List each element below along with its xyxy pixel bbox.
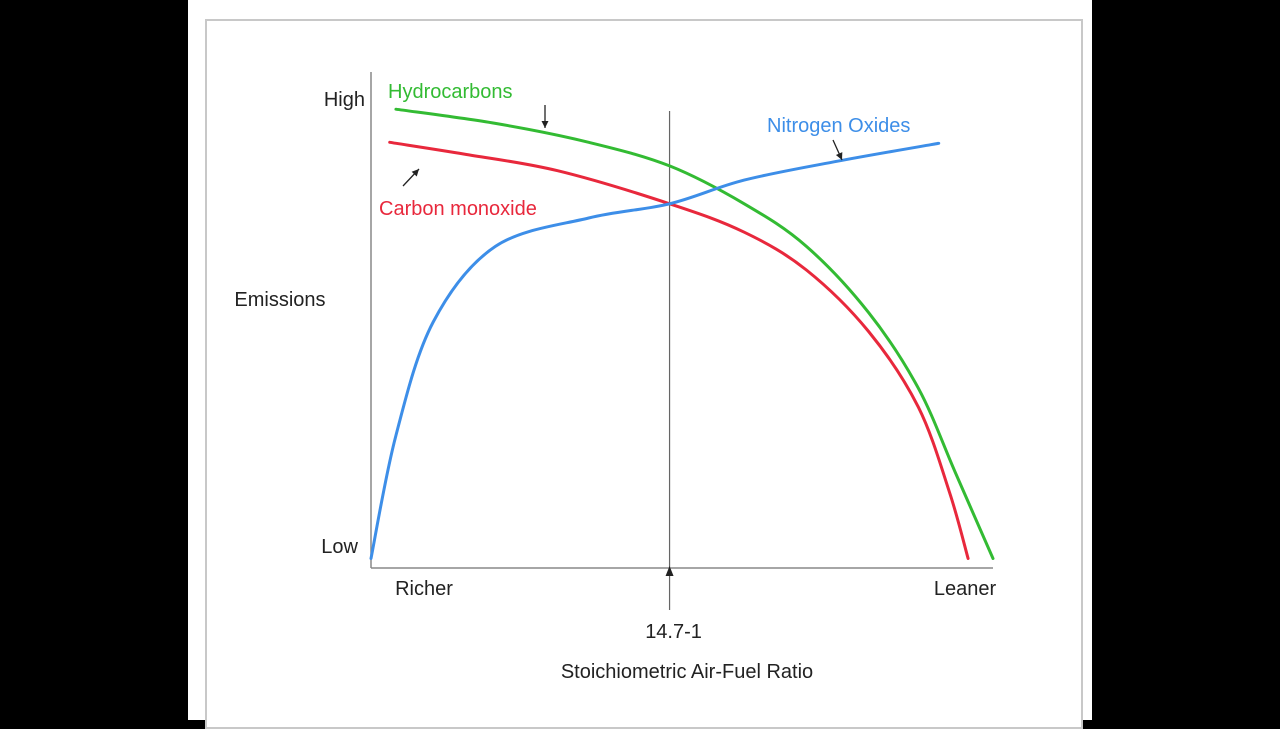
legend-label-carbon-monoxide: Carbon monoxide [379,198,537,220]
reference-arrow-icon [665,566,674,576]
nitrogen-oxides-pointer-arrow-icon [832,139,843,161]
hydrocarbons-pointer-arrow-icon [541,105,549,128]
chart-frame [205,19,1083,729]
legend-label-hydrocarbons: Hydrocarbons [388,81,513,103]
legend-label-nitrogen-oxides: Nitrogen Oxides [767,115,910,137]
pointer-arrow-head [411,169,419,177]
x-axis-label: Stoichiometric Air-Fuel Ratio [561,661,813,683]
x-tick-leaner: Leaner [934,578,997,600]
y-tick-high: High [324,89,365,111]
reference-label: 14.7-1 [645,621,702,643]
y-tick-low: Low [321,536,358,558]
carbon-monoxide-pointer-arrow-icon [402,168,420,187]
series-layer [369,107,995,560]
pointer-arrow-head [541,121,549,128]
x-tick-richer: Richer [395,578,453,600]
series-line-hydrocarbons [394,107,995,560]
y-axis-label: Emissions [234,289,325,311]
series-line-carbon-monoxide [388,140,970,560]
series-line-nitrogen-oxides [369,141,941,560]
pointer-arrow-head [835,152,843,160]
